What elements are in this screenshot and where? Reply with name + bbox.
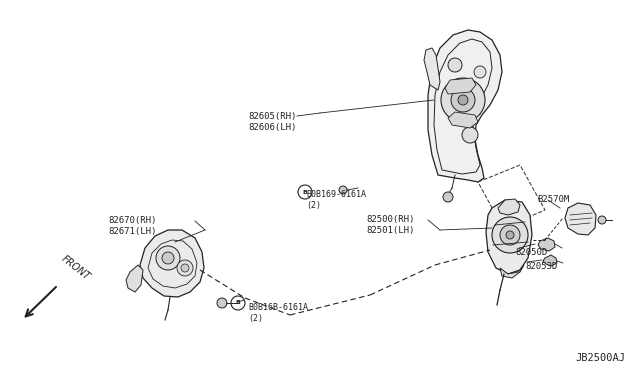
Text: JB2500AJ: JB2500AJ xyxy=(575,353,625,363)
Circle shape xyxy=(598,216,606,224)
Polygon shape xyxy=(565,203,596,235)
Polygon shape xyxy=(448,112,478,128)
Text: 82500(RH)
82501(LH): 82500(RH) 82501(LH) xyxy=(366,215,414,235)
Polygon shape xyxy=(498,199,520,215)
Circle shape xyxy=(156,246,180,270)
Text: FRONT: FRONT xyxy=(60,254,92,282)
Text: 82670(RH)
82671(LH): 82670(RH) 82671(LH) xyxy=(108,216,156,236)
Polygon shape xyxy=(500,265,524,278)
Circle shape xyxy=(451,88,475,112)
Circle shape xyxy=(500,225,520,245)
Text: B2570M: B2570M xyxy=(537,195,569,204)
Text: 82050D: 82050D xyxy=(515,248,547,257)
Polygon shape xyxy=(140,230,204,297)
Polygon shape xyxy=(424,48,440,90)
Polygon shape xyxy=(543,255,557,266)
Polygon shape xyxy=(445,78,476,94)
Circle shape xyxy=(217,298,227,308)
Circle shape xyxy=(162,252,174,264)
Circle shape xyxy=(474,66,486,78)
Circle shape xyxy=(506,231,514,239)
Text: B0B16B-6161A
(2): B0B16B-6161A (2) xyxy=(248,303,308,323)
Circle shape xyxy=(177,260,193,276)
Polygon shape xyxy=(428,30,502,182)
Polygon shape xyxy=(486,200,532,274)
Polygon shape xyxy=(126,265,143,292)
Text: B: B xyxy=(236,301,241,305)
Circle shape xyxy=(443,192,453,202)
Circle shape xyxy=(458,95,468,105)
Text: 82605(RH)
82606(LH): 82605(RH) 82606(LH) xyxy=(248,112,296,132)
Circle shape xyxy=(181,264,189,272)
Text: 82053D: 82053D xyxy=(525,262,557,271)
Circle shape xyxy=(492,217,528,253)
Text: B: B xyxy=(303,189,307,195)
Polygon shape xyxy=(538,238,555,251)
Circle shape xyxy=(448,58,462,72)
Circle shape xyxy=(441,78,485,122)
Text: B0B169-6161A
(2): B0B169-6161A (2) xyxy=(306,190,366,210)
Circle shape xyxy=(462,127,478,143)
Circle shape xyxy=(339,186,347,194)
